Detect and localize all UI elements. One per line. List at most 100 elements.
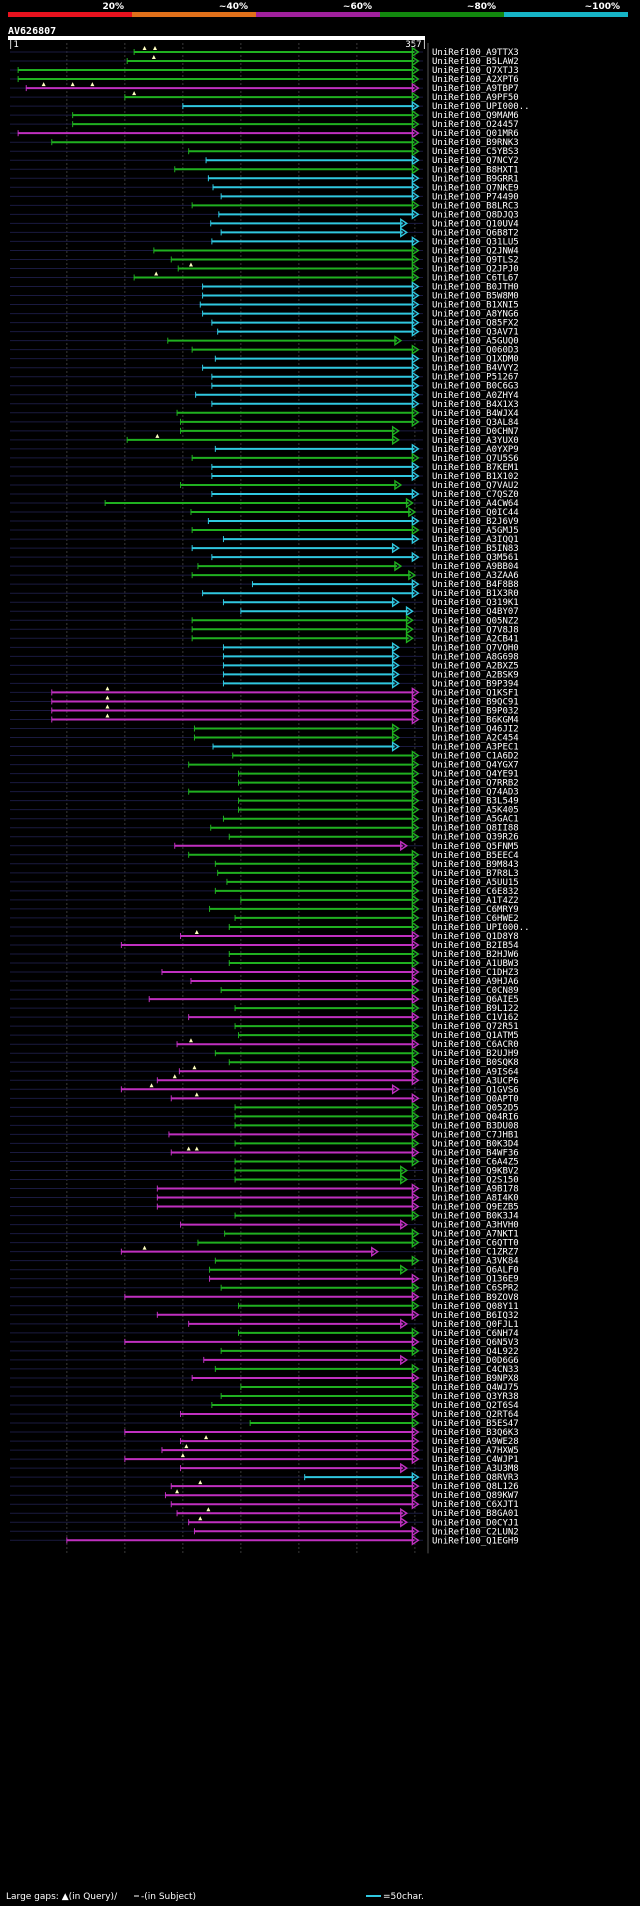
- hit-row[interactable]: UniRef100_A3UCP6: [10, 1074, 519, 1086]
- hit-row[interactable]: UniRef100_C6ACR0: [10, 1038, 519, 1050]
- hit-label[interactable]: UniRef100_B2IB54: [432, 941, 519, 951]
- hit-label[interactable]: UniRef100_C2LUN2: [432, 1527, 519, 1537]
- hit-row[interactable]: UniRef100_B3L549: [10, 795, 519, 807]
- hit-label[interactable]: UniRef100_A9TBP7: [432, 84, 519, 94]
- hit-label[interactable]: UniRef100_C1A6D2: [432, 752, 519, 762]
- hit-row[interactable]: UniRef100_A8I4K0: [10, 1192, 519, 1204]
- hit-row[interactable]: UniRef100_D0CHN7: [10, 425, 519, 437]
- hit-label[interactable]: UniRef100_C6XJT1: [432, 1500, 519, 1510]
- hit-label[interactable]: UniRef100_B5LAW2: [432, 57, 519, 67]
- hit-label[interactable]: UniRef100_A1UBW3: [432, 959, 519, 969]
- hit-row[interactable]: UniRef100_B1XNI5: [10, 299, 519, 311]
- hit-label[interactable]: UniRef100_A0ZHY4: [432, 391, 519, 401]
- hit-label[interactable]: UniRef100_A9WE28: [432, 1437, 519, 1447]
- hit-label[interactable]: UniRef100_B4VVY2: [432, 364, 519, 374]
- hit-row[interactable]: UniRef100_Q319K1: [10, 596, 519, 608]
- hit-row[interactable]: UniRef100_A9HJA6: [10, 975, 519, 987]
- hit-row[interactable]: UniRef100_Q4YGX7: [10, 759, 519, 771]
- hit-row[interactable]: UniRef100_UPI000..: [10, 100, 530, 112]
- hit-label[interactable]: UniRef100_Q7VAU2: [432, 481, 519, 491]
- hit-label[interactable]: UniRef100_B1X3R0: [432, 589, 519, 599]
- hit-row[interactable]: UniRef100_B0C6G3: [10, 380, 519, 392]
- hit-label[interactable]: UniRef100_C4CN33: [432, 1365, 519, 1375]
- hit-label[interactable]: UniRef100_Q2T6S4: [432, 1401, 519, 1411]
- hit-label[interactable]: UniRef100_B9ZOV8: [432, 1293, 519, 1303]
- hit-label[interactable]: UniRef100_B4WF36: [432, 1148, 519, 1158]
- hit-row[interactable]: UniRef100_Q6ALF0: [10, 1264, 519, 1276]
- hit-label[interactable]: UniRef100_Q9EZB5: [432, 1203, 519, 1213]
- hit-label[interactable]: UniRef100_Q7U5S6: [432, 454, 519, 464]
- hit-row[interactable]: UniRef100_UPI000..: [10, 921, 530, 933]
- hit-row[interactable]: UniRef100_B8LRC3: [10, 200, 519, 211]
- hit-row[interactable]: UniRef100_Q1GVS6: [10, 1083, 519, 1095]
- hit-label[interactable]: UniRef100_Q6B8T2: [432, 228, 519, 238]
- hit-row[interactable]: UniRef100_A8G698: [10, 651, 519, 662]
- hit-row[interactable]: UniRef100_B1X3R0: [10, 587, 519, 599]
- hit-row[interactable]: UniRef100_A9PF50: [10, 91, 519, 103]
- hit-label[interactable]: UniRef100_Q5FNM5: [432, 842, 519, 852]
- hit-label[interactable]: UniRef100_A9TTX3: [432, 48, 519, 58]
- hit-label[interactable]: UniRef100_B8GA01: [432, 1509, 519, 1519]
- hit-row[interactable]: UniRef100_Q05NZ2: [10, 614, 519, 626]
- hit-row[interactable]: UniRef100_Q8L126: [10, 1480, 519, 1492]
- hit-row[interactable]: UniRef100_Q7RRB2: [10, 777, 519, 789]
- hit-label[interactable]: UniRef100_C0CN89: [432, 986, 519, 996]
- hit-row[interactable]: UniRef100_C6A4Z5: [10, 1156, 519, 1167]
- hit-row[interactable]: UniRef100_Q6B8T2: [10, 227, 519, 238]
- hit-label[interactable]: UniRef100_D0CYJ1: [432, 1518, 519, 1528]
- hit-row[interactable]: UniRef100_Q3YR38: [10, 1390, 519, 1402]
- hit-label[interactable]: UniRef100_UPI000..: [432, 923, 530, 933]
- hit-row[interactable]: UniRef100_C1DHZ3: [10, 966, 519, 978]
- hit-label[interactable]: UniRef100_C6NH74: [432, 1329, 519, 1339]
- hit-row[interactable]: UniRef100_A0ZHY4: [10, 389, 519, 401]
- hit-row[interactable]: UniRef100_A3PEC1: [10, 741, 519, 753]
- hit-label[interactable]: UniRef100_C6SPR2: [432, 1284, 519, 1294]
- hit-label[interactable]: UniRef100_A1T4Z2: [432, 896, 519, 906]
- hit-row[interactable]: UniRef100_A3HVH0: [10, 1219, 519, 1231]
- hit-row[interactable]: UniRef100_B5ES47: [10, 1417, 519, 1429]
- hit-row[interactable]: UniRef100_B9ZOV8: [10, 1291, 519, 1303]
- hit-row[interactable]: UniRef100_B9QC91: [10, 695, 519, 707]
- hit-row[interactable]: UniRef100_B9P394: [10, 678, 519, 689]
- hit-row[interactable]: UniRef100_C6QTT0: [10, 1237, 519, 1249]
- hit-row[interactable]: UniRef100_B8GA01: [10, 1507, 519, 1519]
- hit-row[interactable]: UniRef100_B7R8L3: [10, 867, 519, 879]
- hit-label[interactable]: UniRef100_B9GRR1: [432, 174, 519, 184]
- hit-row[interactable]: UniRef100_B5IN83: [10, 542, 519, 554]
- hit-label[interactable]: UniRef100_Q7NKE9: [432, 183, 519, 193]
- hit-label[interactable]: UniRef100_C4WJP1: [432, 1455, 519, 1465]
- hit-label[interactable]: UniRef100_Q4YE91: [432, 770, 519, 780]
- hit-row[interactable]: UniRef100_A7NKT1: [10, 1228, 519, 1240]
- hit-label[interactable]: UniRef100_Q46JI2: [432, 725, 519, 735]
- hit-row[interactable]: UniRef100_A2CB41: [10, 632, 519, 644]
- hit-label[interactable]: UniRef100_Q1D8Y8: [432, 932, 519, 942]
- hit-row[interactable]: UniRef100_B2IB54: [10, 939, 519, 951]
- hit-row[interactable]: UniRef100_A0YXP9: [10, 443, 519, 455]
- hit-label[interactable]: UniRef100_Q4BY07: [432, 607, 519, 617]
- hit-row[interactable]: UniRef100_Q01MR6: [10, 127, 519, 139]
- hit-label[interactable]: UniRef100_Q7RRB2: [432, 779, 519, 789]
- hit-label[interactable]: UniRef100_B6IQ32: [432, 1311, 519, 1321]
- hit-row[interactable]: UniRef100_C6NH74: [10, 1327, 519, 1339]
- hit-row[interactable]: UniRef100_A9TBP7: [10, 82, 519, 94]
- hit-row[interactable]: UniRef100_Q7V8J8: [10, 623, 519, 635]
- hit-label[interactable]: UniRef100_C1ZRZ7: [432, 1248, 519, 1258]
- hit-label[interactable]: UniRef100_Q6N5V3: [432, 1338, 519, 1348]
- hit-label[interactable]: UniRef100_Q89KW7: [432, 1491, 519, 1501]
- hit-row[interactable]: UniRef100_Q9MAM6: [10, 109, 519, 121]
- hit-label[interactable]: UniRef100_Q72R51: [432, 1022, 519, 1032]
- hit-row[interactable]: UniRef100_B9RNK3: [10, 136, 519, 148]
- hit-label[interactable]: UniRef100_A5GMJ5: [432, 526, 519, 536]
- hit-label[interactable]: UniRef100_C1V162: [432, 1013, 519, 1023]
- hit-label[interactable]: UniRef100_A3IQQ1: [432, 535, 519, 545]
- hit-label[interactable]: UniRef100_Q8DJQ3: [432, 210, 519, 220]
- hit-label[interactable]: UniRef100_Q31LU5: [432, 237, 519, 247]
- hit-label[interactable]: UniRef100_A7HXW5: [432, 1446, 519, 1456]
- hit-label[interactable]: UniRef100_B0C6G3: [432, 382, 519, 392]
- hit-label[interactable]: UniRef100_B5IN83: [432, 544, 519, 554]
- hit-row[interactable]: UniRef100_B6IQ32: [10, 1309, 519, 1321]
- hit-label[interactable]: UniRef100_C5YBS3: [432, 147, 519, 157]
- hit-label[interactable]: UniRef100_Q04RI6: [432, 1112, 519, 1122]
- hit-row[interactable]: UniRef100_B5LAW2: [10, 55, 519, 67]
- hit-label[interactable]: UniRef100_Q1GVS6: [432, 1085, 519, 1095]
